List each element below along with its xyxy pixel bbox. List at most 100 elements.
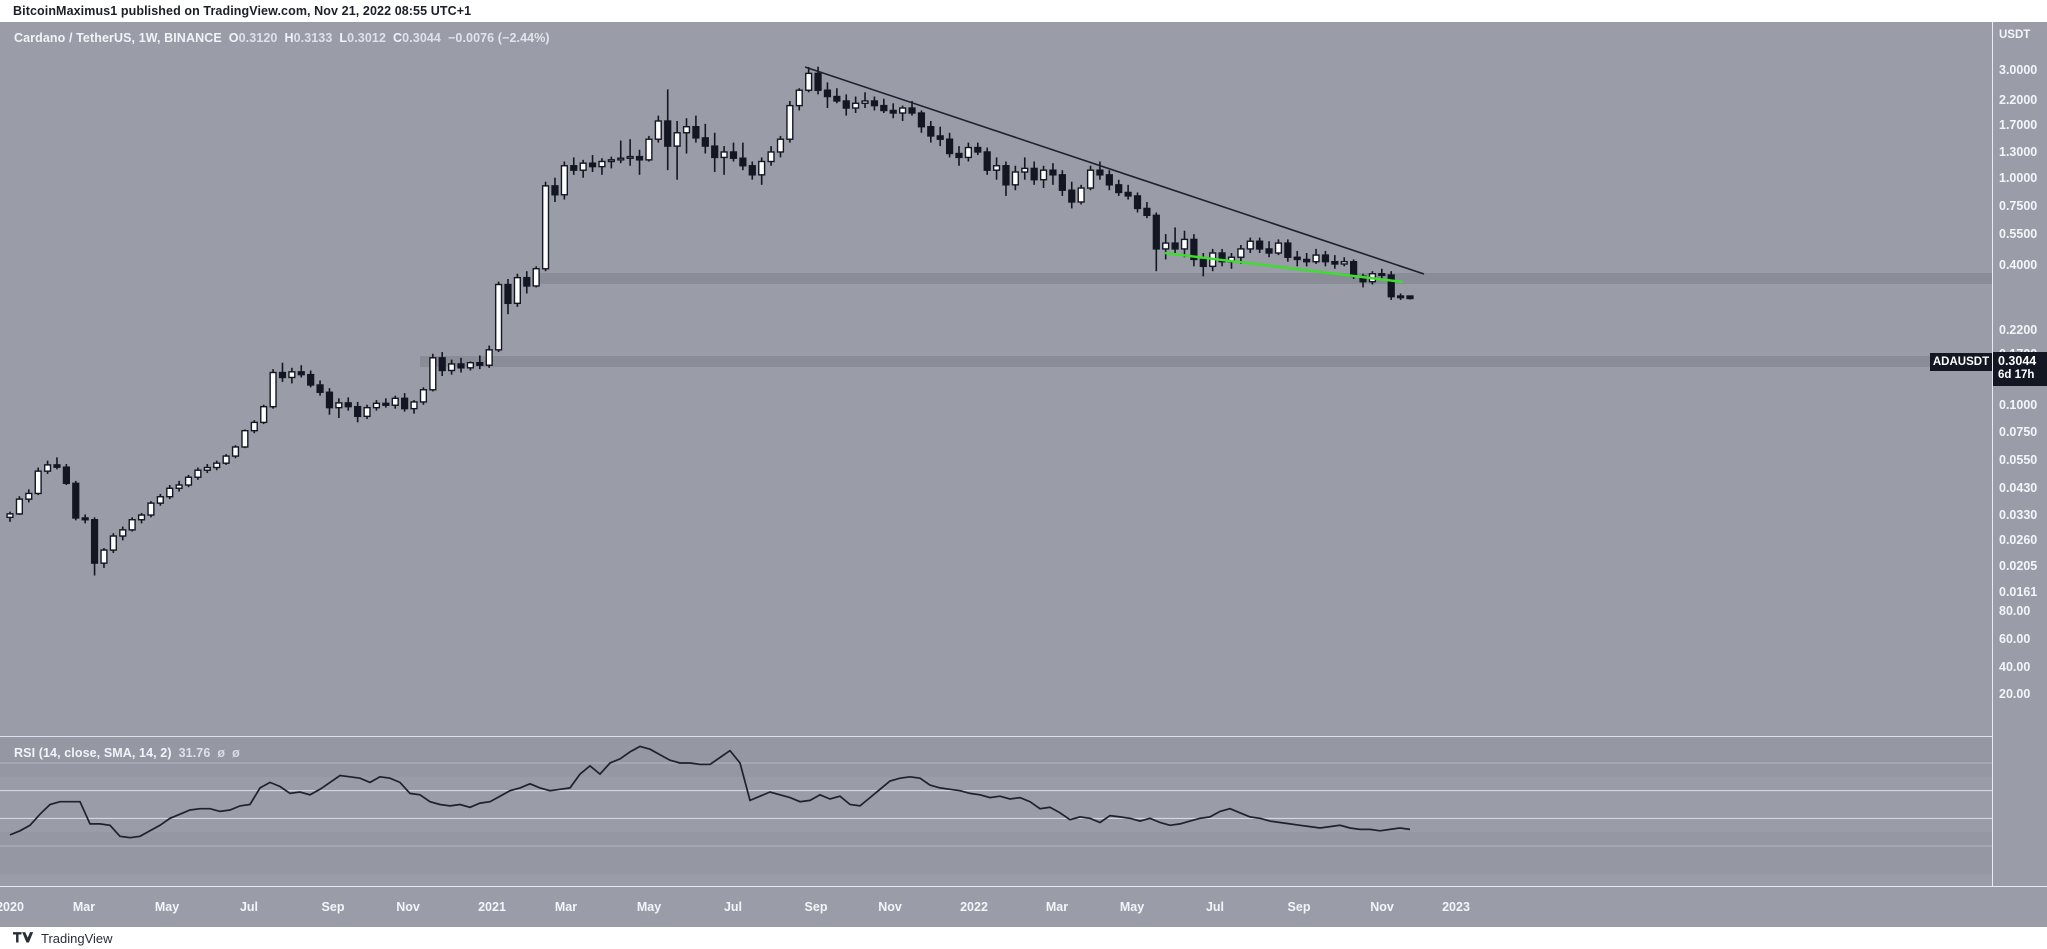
candle-body: [166, 487, 174, 498]
price-axis-tick: 1.7000: [1999, 118, 2038, 132]
candle-body: [1350, 260, 1358, 278]
candle-body: [598, 160, 606, 168]
price-axis[interactable]: USDT 3.0000 2.2000 1.7000 1.3000 1.0000 0.750…: [1992, 22, 2047, 886]
candle-body: [307, 373, 315, 386]
candle-body: [1039, 169, 1048, 181]
candle-body: [1284, 242, 1292, 258]
candle-body: [908, 107, 916, 114]
time-axis-tick: Nov: [878, 900, 902, 914]
rsi-pane[interactable]: RSI (14, close, SMA, 14, 2) 31.76 ø ø: [0, 736, 1992, 886]
candle-body: [1218, 252, 1226, 263]
candle-body: [354, 405, 362, 418]
candle-body: [579, 162, 587, 171]
green-support-line-price[interactable]: [1164, 251, 1404, 284]
candle-body: [880, 104, 888, 112]
candle-body: [250, 421, 258, 432]
candle-body: [955, 152, 963, 159]
candle-body: [43, 464, 52, 472]
candle-body: [1124, 191, 1132, 197]
candle-body: [81, 517, 89, 521]
candle-body: [1199, 258, 1207, 268]
candle-body: [682, 126, 691, 134]
time-axis-tick: Sep: [1287, 900, 1311, 914]
candle-body: [767, 151, 775, 163]
candle-body: [372, 402, 381, 409]
rsi-legend-ma2: ø: [232, 746, 240, 760]
candle-body: [1256, 240, 1264, 250]
legend-high-key: H: [284, 31, 294, 45]
price-axis-tick: 1.3000: [1999, 145, 2038, 159]
candle-body: [1396, 295, 1405, 299]
candle-body: [673, 132, 681, 147]
time-axis-tick: May: [1119, 900, 1145, 914]
time-axis-tick: Jul: [723, 900, 743, 914]
candle-body: [1293, 256, 1301, 261]
price-axis-tick: 0.0161: [1999, 585, 2038, 599]
legend-symbol: Cardano / TetherUS, 1W, BINANCE: [14, 31, 222, 45]
candle-body: [447, 363, 456, 372]
footer-bar: TradingView: [0, 927, 2047, 949]
candle-body: [889, 109, 897, 114]
legend-change: −0.0076 (−2.44%): [448, 31, 550, 45]
candle-body: [588, 162, 597, 168]
rsi-line: [9, 745, 1411, 839]
candle-body: [72, 482, 80, 519]
candle-body: [438, 357, 446, 372]
candle-body: [156, 496, 164, 504]
legend-high-value: 0.3133: [293, 31, 333, 45]
price-pane[interactable]: Cardano / TetherUS, 1W, BINANCE O0.3120 H0…: [0, 22, 1992, 735]
candle-body: [344, 402, 352, 408]
chart-canvas[interactable]: Cardano / TetherUS, 1W, BINANCE O0.3120 H0…: [0, 22, 2047, 927]
legend-low-key: L: [339, 31, 348, 45]
candle-body: [222, 455, 230, 464]
price-axis-tick: 3.0000: [1999, 63, 2038, 77]
candle-body: [711, 145, 719, 159]
rsi-oversold-band: [0, 832, 1992, 874]
candle-body: [213, 462, 221, 469]
candle-body: [1340, 260, 1348, 265]
price-axis-tick: 1.0000: [1999, 171, 2038, 185]
candle-body: [466, 361, 475, 369]
candle-body: [457, 363, 465, 369]
candle-body: [316, 384, 324, 393]
candle-body: [513, 276, 521, 305]
descending-trendline-price[interactable]: [804, 66, 1425, 275]
candle-body: [1190, 238, 1198, 261]
rsi-axis-tick: 20.00: [1999, 687, 2031, 701]
candle-body: [786, 104, 794, 140]
candle-body: [25, 492, 33, 500]
candle-body: [1387, 274, 1395, 298]
rsi-legend-title: RSI (14, close, SMA, 14, 2): [14, 746, 172, 760]
candle-body: [739, 157, 747, 167]
candle-body: [852, 102, 860, 109]
time-axis[interactable]: 2020 Mar May Jul Sep Nov 2021 Mar May Jul Sep Nov 20…: [0, 886, 2047, 927]
legend-open-value: 0.3120: [238, 31, 278, 45]
candle-body: [842, 100, 850, 109]
tradingview-logo-icon: [13, 931, 35, 945]
candle-body: [184, 476, 193, 486]
tradingview-brand-label: TradingView: [41, 930, 113, 946]
price-axis-tick: 0.7500: [1999, 199, 2038, 213]
candle-body: [1171, 242, 1179, 250]
candle-body: [1312, 254, 1320, 263]
candle-body: [1068, 189, 1076, 203]
candle-body: [729, 151, 738, 159]
time-axis-tick: Sep: [321, 900, 345, 914]
candle-body: [100, 549, 108, 564]
candle-body: [109, 535, 117, 551]
candle-body: [382, 402, 390, 406]
time-axis-tick: 2021: [478, 900, 506, 914]
candle-body: [1274, 242, 1283, 254]
candle-body: [269, 371, 277, 408]
candle-body: [823, 89, 832, 98]
time-axis-tick: 2023: [1442, 900, 1470, 914]
price-axis-tick: 0.0205: [1999, 559, 2038, 573]
candle-body: [570, 165, 578, 171]
candle-body: [335, 402, 343, 409]
time-axis-tick: May: [636, 900, 662, 914]
candle-body: [90, 519, 99, 564]
candle-body: [758, 160, 766, 176]
candle-body: [1077, 187, 1085, 203]
candle-body: [429, 357, 437, 391]
candle-body: [720, 151, 728, 159]
